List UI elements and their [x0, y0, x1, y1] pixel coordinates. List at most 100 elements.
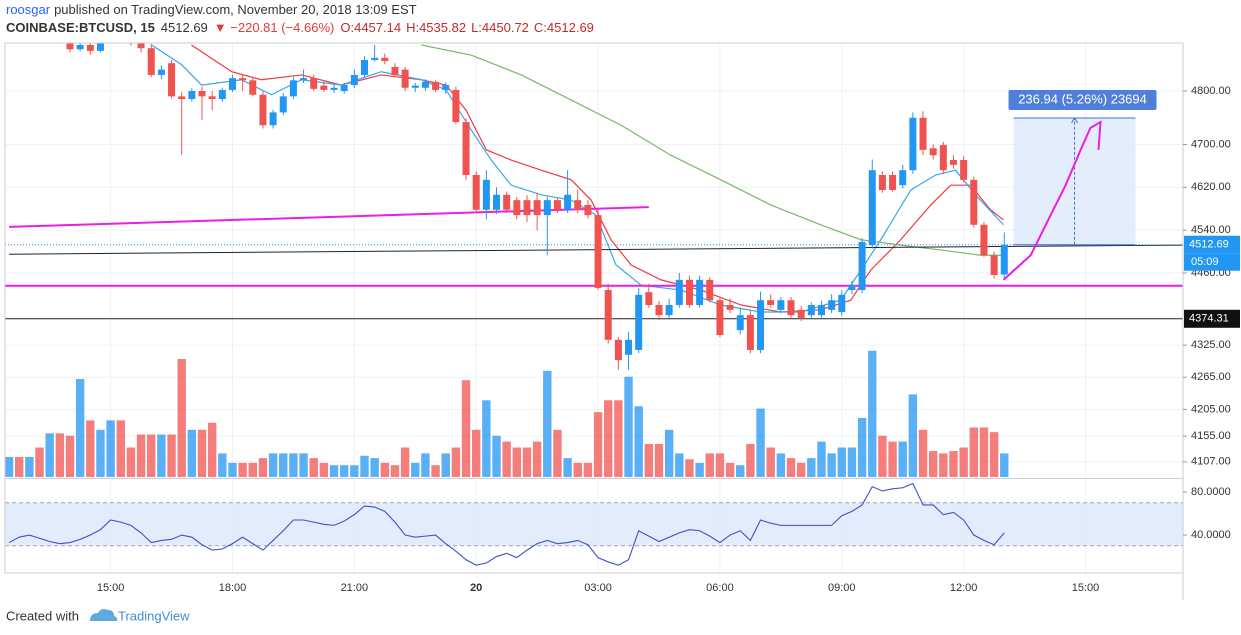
candle-body: [350, 74, 358, 86]
volume-bar: [898, 441, 907, 477]
volume-bar: [299, 453, 308, 477]
candle-body: [76, 44, 84, 50]
candle-body: [889, 175, 897, 190]
price: 4512.69: [161, 20, 208, 35]
candle-body: [635, 294, 643, 350]
volume-bar: [746, 443, 755, 477]
volume-bar: [25, 456, 34, 477]
candle-body: [442, 85, 450, 90]
candle-body: [127, 40, 134, 43]
x-tick-label: 12:00: [950, 582, 978, 594]
last-price-tag: [1184, 235, 1240, 254]
symbol-line: COINBASE:BTCUSD, 15 4512.69 ▼ −220.81 (−4.…: [6, 20, 594, 35]
candle-body: [767, 300, 775, 306]
volume-bar: [421, 453, 430, 477]
candle-body: [604, 290, 612, 340]
candle-body: [807, 305, 815, 316]
volume-bar: [492, 435, 501, 477]
volume-bar: [116, 420, 125, 477]
volume-bar: [695, 462, 704, 477]
arrow-head: [1071, 116, 1078, 124]
candle-body: [320, 85, 328, 90]
candle-body: [300, 78, 308, 81]
candle-body: [66, 43, 74, 50]
volume-bar: [593, 412, 603, 477]
logo[interactable]: [90, 609, 118, 621]
volume-bar: [339, 465, 349, 477]
candle-body: [168, 63, 176, 97]
volume-bar: [177, 359, 186, 477]
volume-bar: [827, 453, 836, 477]
candle-body: [757, 300, 765, 350]
candle-body: [472, 175, 480, 210]
candle-body: [147, 48, 155, 75]
volume-bar: [939, 453, 948, 477]
candle-body: [86, 44, 94, 51]
volume-bar: [786, 458, 796, 477]
candle-body: [188, 90, 196, 100]
volume-bar: [441, 453, 450, 477]
volume-bar: [796, 462, 806, 477]
candle-body: [157, 69, 165, 75]
rsi-line: [8, 482, 1005, 566]
candle-body: [868, 170, 876, 246]
price-pane: [5, 36, 1183, 477]
candle-body: [117, 36, 124, 39]
volume-bar: [624, 376, 633, 477]
candle-body: [1000, 244, 1008, 275]
y-tick-label: 4325.00: [1191, 339, 1231, 351]
volume-bar: [989, 432, 999, 477]
footer-text: Created with: [6, 608, 79, 623]
candle-body: [330, 87, 338, 90]
published: published on TradingView.com, November 2…: [54, 2, 417, 17]
volume-bar: [725, 462, 735, 477]
candle-body: [553, 200, 561, 210]
volume-bar: [360, 455, 369, 477]
y-tick-label: 4265.00: [1191, 371, 1231, 383]
volume-bar: [75, 379, 85, 477]
footer-brand[interactable]: TradingView: [118, 608, 190, 623]
header-line: roosgar published on TradingView.com, Nov…: [6, 2, 417, 17]
volume-bar: [472, 429, 481, 477]
candle-body: [340, 85, 348, 91]
volume-bar: [35, 447, 44, 477]
candle-body: [716, 300, 724, 335]
volume-bar: [65, 435, 75, 477]
candle-body: [625, 339, 633, 355]
ohlc: O:4457.14: [340, 20, 401, 35]
candle-body: [228, 78, 236, 90]
ohlc: C:4512.69: [534, 20, 594, 35]
candle-body: [696, 279, 704, 306]
volume-bar: [5, 456, 14, 477]
candle-body: [137, 43, 145, 49]
y-tick-label: 4540.00: [1191, 224, 1231, 236]
x-tick-label: 18:00: [219, 582, 247, 594]
candle-body: [279, 96, 287, 113]
candle-body: [828, 300, 836, 310]
volume-bar: [705, 453, 714, 477]
publisher[interactable]: roosgar: [6, 2, 51, 17]
volume-bar: [949, 451, 958, 477]
candle-body: [452, 89, 460, 123]
candle-body: [289, 80, 297, 97]
volume-bar: [187, 429, 197, 477]
volume-bar: [309, 458, 318, 477]
candle-body: [574, 200, 582, 210]
volume-bar: [289, 453, 298, 477]
volume-bar: [664, 429, 674, 477]
candle-body: [523, 200, 531, 216]
volume-bar: [96, 429, 105, 477]
volume-bar: [888, 441, 897, 477]
y-tick-label: 4205.00: [1191, 403, 1231, 415]
volume-bar: [736, 465, 745, 477]
volume-bar: [644, 443, 654, 477]
volume-bar: [532, 441, 542, 477]
volume-bar: [86, 420, 95, 477]
candle-body: [939, 145, 947, 171]
candle-body: [736, 315, 744, 331]
candle-body: [259, 94, 267, 126]
volume-bar: [279, 453, 288, 477]
rsi-pane: [5, 480, 1183, 573]
volume-bar: [857, 418, 867, 477]
